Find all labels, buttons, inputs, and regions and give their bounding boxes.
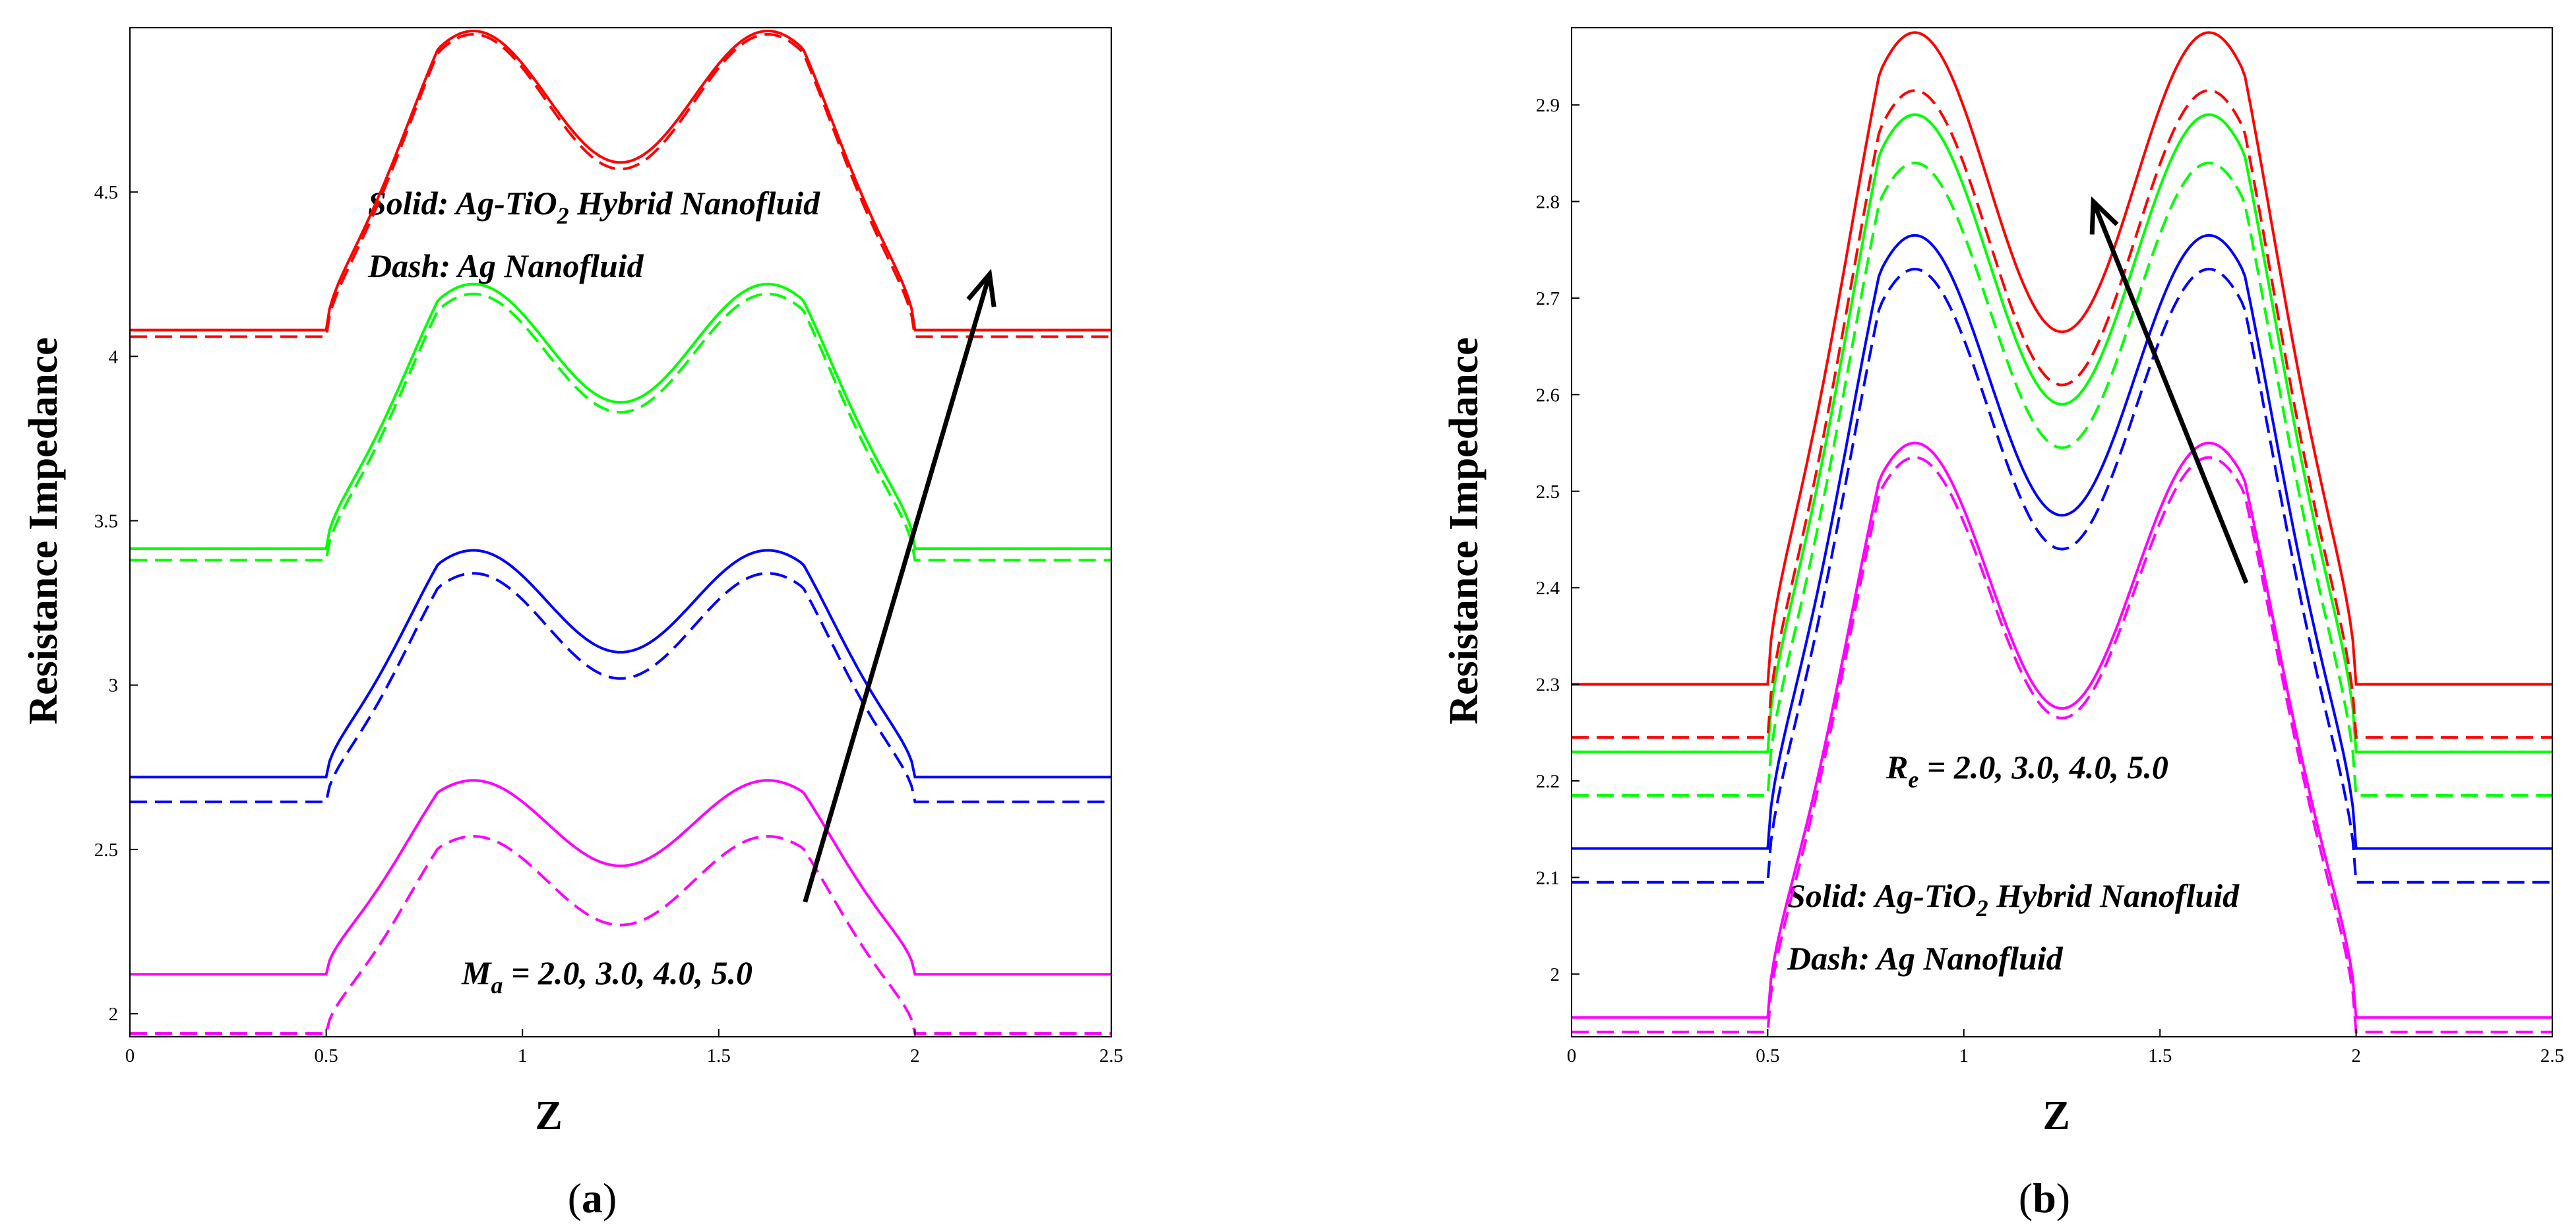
y-tick-label-b: 2.1: [1536, 867, 1560, 888]
series-line-a-red-dash: [130, 32, 1111, 338]
series-line-a-green-dash: [130, 292, 1111, 562]
y-tick-label-a: 2: [109, 1004, 119, 1025]
series-line-b-red-solid: [1572, 31, 2552, 686]
y-tick-label-b: 2.4: [1536, 578, 1560, 599]
x-axis-title-a: Z: [535, 1093, 562, 1138]
x-axis-title-b: Z: [2042, 1093, 2070, 1138]
series-line-a-magenta-solid: [130, 779, 1111, 976]
y-tick-label-b: 2.7: [1536, 288, 1560, 309]
dash-legend-text-a: Dash: Ag Nanofluid: [367, 247, 644, 284]
x-tick-label-a: 2.5: [1099, 1045, 1123, 1066]
y-tick-label-b: 2.6: [1536, 385, 1560, 406]
series-line-b-green-solid: [1572, 113, 2552, 754]
y-axis-title-a: Resistance Impedance: [21, 337, 66, 724]
trend-arrow-shaft-b: [2091, 200, 2249, 584]
y-tick-label-a: 4.5: [94, 182, 118, 203]
x-tick-label-b: 0.5: [1756, 1045, 1779, 1066]
series-line-b-magenta-solid: [1572, 441, 2552, 1019]
x-tick-label-b: 1: [1959, 1045, 1969, 1066]
plot-frame-b: [1571, 27, 2553, 1037]
svg-text:Solid: Ag-TiO2 Hybrid Nanoflui: Solid: Ag-TiO2 Hybrid Nanofluid: [368, 185, 820, 229]
y-tick-label-b: 2.2: [1536, 771, 1560, 792]
parameter-label-b: Re = 2.0, 3.0, 4.0, 5.0: [1886, 749, 2168, 793]
x-tick-label-a: 0: [125, 1045, 135, 1066]
x-tick-label-a: 1.5: [707, 1045, 731, 1066]
series-line-b-magenta-dash: [1572, 456, 2552, 1033]
x-tick-label-a: 1: [518, 1045, 528, 1066]
series-line-b-green-dash: [1572, 161, 2552, 797]
parameter-label-a: Ma = 2.0, 3.0, 4.0, 5.0: [461, 954, 752, 999]
panel-label-a: (a): [568, 1175, 617, 1221]
y-tick-label-b: 2.8: [1536, 192, 1560, 213]
series-line-b-blue-dash: [1572, 267, 2552, 884]
series-line-a-magenta-dash: [130, 834, 1111, 1035]
y-tick-label-b: 2: [1550, 964, 1560, 985]
series-line-b-blue-solid: [1572, 233, 2552, 850]
series-line-a-blue-solid: [130, 549, 1111, 779]
y-tick-label-b: 2.3: [1536, 675, 1560, 696]
series-line-a-green-solid: [130, 282, 1111, 550]
panel-b: Re = 2.0, 3.0, 4.0, 5.0 Solid: Ag-TiO2 H…: [1442, 27, 2564, 1221]
y-tick-label-b: 2.5: [1536, 481, 1560, 503]
panel-label-b: (b): [2019, 1175, 2070, 1221]
series-line-a-blue-dash: [130, 572, 1111, 803]
y-tick-label-a: 3.5: [94, 511, 118, 532]
x-tick-label-a: 0.5: [314, 1045, 338, 1066]
y-tick-label-a: 3: [109, 675, 119, 696]
y-tick-label-b: 2.9: [1536, 95, 1560, 116]
x-tick-label-b: 2.5: [2540, 1045, 2564, 1066]
y-tick-label-a: 2.5: [94, 840, 118, 861]
y-axis-title-b: Resistance Impedance: [1442, 337, 1487, 724]
trend-arrow-head-a: [966, 268, 997, 307]
plot-frame-a: [129, 27, 1112, 1037]
trend-arrow-shaft-a: [803, 273, 992, 903]
x-tick-label-b: 0: [1567, 1045, 1577, 1066]
x-tick-label-b: 1.5: [2148, 1045, 2172, 1066]
series-group-a: [130, 29, 1111, 1035]
solid-legend-text-b: Solid: Ag-TiO2 Hybrid Nanofluid: [1787, 877, 2240, 921]
y-tick-label-a: 4: [109, 346, 119, 367]
panel-a: Solid: Ag-TiO2 Hybrid Nanofluid Dash: Ag…: [21, 27, 1123, 1221]
dash-legend-text-b: Dash: Ag Nanofluid: [1787, 940, 2064, 977]
series-line-b-red-dash: [1572, 89, 2552, 739]
trend-arrow-head-b: [2089, 196, 2119, 235]
series-group-b: [1572, 31, 2552, 1033]
solid-legend-text-a: Solid: Ag-TiO2 Hybrid Nanofluid: [368, 185, 820, 229]
x-tick-label-a: 2: [910, 1045, 920, 1066]
x-tick-label-b: 2: [2351, 1045, 2361, 1066]
series-line-a-red-solid: [130, 29, 1111, 332]
